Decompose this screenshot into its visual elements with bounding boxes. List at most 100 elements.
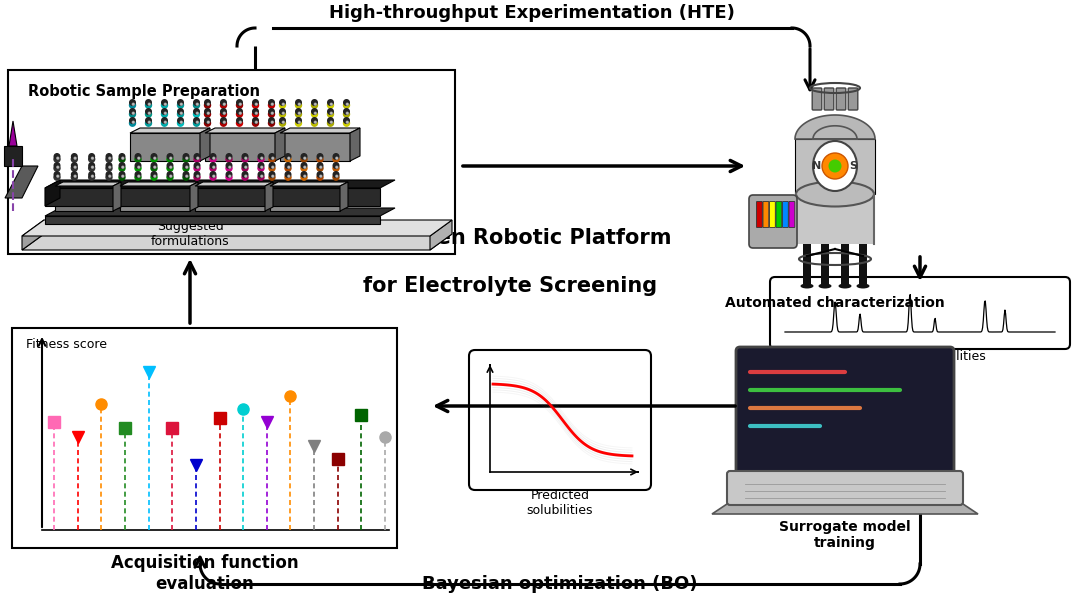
Circle shape [146,108,151,115]
Circle shape [314,112,316,114]
Circle shape [224,121,226,123]
Polygon shape [280,128,360,133]
Circle shape [194,174,200,180]
Circle shape [162,100,167,105]
Text: Measured solubilities: Measured solubilities [854,350,986,363]
Circle shape [253,108,258,115]
Polygon shape [712,502,978,514]
Circle shape [197,166,199,168]
Circle shape [347,103,348,105]
Circle shape [296,120,301,126]
Circle shape [186,166,188,168]
FancyBboxPatch shape [8,70,455,254]
Circle shape [242,154,247,159]
Circle shape [135,154,140,159]
Circle shape [269,111,274,117]
Circle shape [183,156,189,162]
Circle shape [71,165,78,171]
Circle shape [210,156,216,162]
Polygon shape [45,188,380,206]
Circle shape [89,171,94,178]
Circle shape [242,156,248,162]
Circle shape [130,108,135,115]
Circle shape [205,100,211,105]
Text: N: N [812,161,822,171]
Circle shape [153,166,156,168]
Circle shape [146,120,151,126]
Circle shape [119,174,125,180]
Circle shape [301,156,307,162]
Circle shape [167,171,173,178]
Circle shape [220,102,227,108]
Circle shape [269,120,274,126]
Circle shape [318,162,323,168]
Circle shape [334,154,339,159]
Circle shape [89,156,95,162]
Text: Bayesian optimization (BO): Bayesian optimization (BO) [422,575,698,593]
Circle shape [178,100,184,105]
Circle shape [204,102,211,108]
Circle shape [303,175,306,177]
Circle shape [229,157,231,159]
Circle shape [237,108,242,115]
Circle shape [301,165,307,171]
Circle shape [237,120,243,126]
Circle shape [164,112,166,114]
Polygon shape [265,182,273,211]
Circle shape [269,174,275,180]
Circle shape [54,162,59,168]
Polygon shape [9,121,17,146]
Circle shape [106,171,112,178]
Circle shape [311,111,318,117]
Circle shape [226,165,232,171]
Circle shape [167,156,173,162]
Circle shape [285,171,291,178]
Circle shape [162,102,167,108]
Polygon shape [796,194,874,244]
Circle shape [287,166,289,168]
Circle shape [162,120,167,126]
Circle shape [184,154,189,159]
Ellipse shape [813,141,858,191]
Circle shape [92,166,94,168]
Circle shape [269,156,275,162]
Circle shape [285,154,291,159]
Circle shape [347,112,348,114]
Polygon shape [821,244,829,286]
Text: S: S [849,161,858,171]
Text: High-throughput Experimentation (HTE): High-throughput Experimentation (HTE) [329,4,734,22]
Circle shape [237,102,243,108]
Circle shape [237,118,242,123]
Circle shape [333,165,339,171]
Circle shape [318,154,323,159]
Circle shape [130,100,135,105]
Circle shape [109,175,111,177]
Polygon shape [45,216,380,224]
Circle shape [258,162,264,168]
Circle shape [226,174,232,180]
Circle shape [255,112,257,114]
Circle shape [318,156,323,162]
Circle shape [89,162,94,168]
Polygon shape [200,128,210,161]
Polygon shape [195,182,273,186]
Circle shape [135,174,141,180]
Circle shape [327,102,334,108]
Text: Automated characterization: Automated characterization [725,296,945,310]
Circle shape [255,121,257,123]
Circle shape [204,111,211,117]
Ellipse shape [856,284,869,288]
Circle shape [327,100,334,105]
FancyBboxPatch shape [824,88,834,110]
Circle shape [298,121,300,123]
Circle shape [205,118,211,123]
FancyBboxPatch shape [848,88,858,110]
Circle shape [229,175,231,177]
Circle shape [334,171,339,178]
Circle shape [318,174,323,180]
Circle shape [327,111,334,117]
Circle shape [122,157,124,159]
Circle shape [301,162,307,168]
Circle shape [330,112,333,114]
Circle shape [135,165,141,171]
